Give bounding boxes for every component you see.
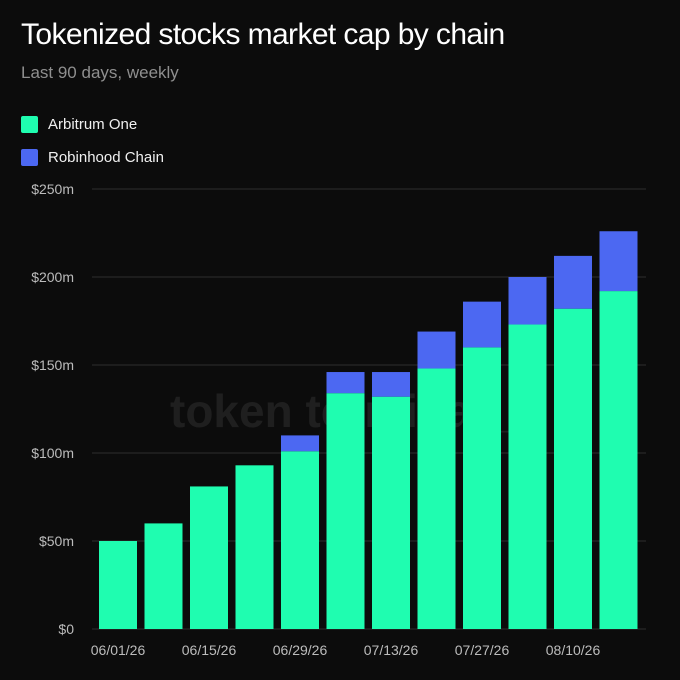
legend-swatch-arbitrum — [21, 115, 38, 133]
bar-segment-arbitrum[interactable] — [99, 541, 137, 629]
x-tick-label: 06/01/26 — [91, 642, 146, 658]
bar-segment-robinhood[interactable] — [463, 301, 501, 348]
bar-segment-arbitrum[interactable] — [326, 393, 365, 629]
bar-segment-robinhood[interactable] — [372, 372, 410, 397]
legend-label-arbitrum: Arbitrum One — [48, 115, 138, 133]
y-tick-label: $200m — [31, 269, 74, 285]
x-tick-label: 07/27/26 — [455, 642, 510, 658]
bar-segment-arbitrum[interactable] — [554, 308, 592, 629]
grid-layer — [92, 188, 646, 630]
chart-legend: Arbitrum One Robinhood Chain — [21, 114, 164, 180]
bar-segment-robinhood[interactable] — [554, 255, 592, 309]
bar-segment-robinhood[interactable] — [508, 277, 547, 325]
bar-segment-arbitrum[interactable] — [144, 523, 183, 629]
y-tick-label: $100m — [31, 445, 74, 461]
chart-title: Tokenized stocks market cap by chain — [21, 18, 505, 51]
y-tick-label: $0 — [58, 621, 74, 637]
legend-item-arbitrum[interactable]: Arbitrum One — [21, 114, 164, 134]
bars-layer — [99, 231, 638, 629]
bar-segment-robinhood[interactable] — [326, 372, 365, 394]
bar-segment-robinhood[interactable] — [417, 331, 456, 369]
bar-segment-robinhood[interactable] — [281, 435, 319, 452]
x-tick-label: 06/15/26 — [182, 642, 237, 658]
legend-label-robinhood: Robinhood Chain — [48, 148, 164, 166]
x-tick-label: 08/10/26 — [546, 642, 601, 658]
bar-segment-arbitrum[interactable] — [417, 368, 456, 629]
bar-segment-robinhood[interactable] — [599, 231, 638, 292]
bar-segment-arbitrum[interactable] — [281, 451, 319, 629]
bar-segment-arbitrum[interactable] — [463, 347, 501, 629]
legend-item-robinhood[interactable]: Robinhood Chain — [21, 147, 164, 167]
legend-swatch-robinhood — [21, 148, 38, 166]
bar-segment-arbitrum[interactable] — [372, 396, 410, 629]
y-tick-label: $150m — [31, 357, 74, 373]
axis-layer: $0 $50m $100m $150m $200m $250m 06/01/26 06/15/… — [31, 181, 600, 658]
bar-segment-arbitrum[interactable] — [190, 486, 228, 629]
bar-segment-arbitrum[interactable] — [508, 324, 547, 629]
chart-subtitle: Last 90 days, weekly — [21, 63, 179, 82]
bar-segment-arbitrum[interactable] — [235, 465, 274, 629]
y-tick-label: $50m — [39, 533, 74, 549]
bar-segment-arbitrum[interactable] — [599, 291, 638, 629]
y-tick-label: $250m — [31, 181, 74, 197]
x-tick-label: 06/29/26 — [273, 642, 328, 658]
x-tick-label: 07/13/26 — [364, 642, 419, 658]
